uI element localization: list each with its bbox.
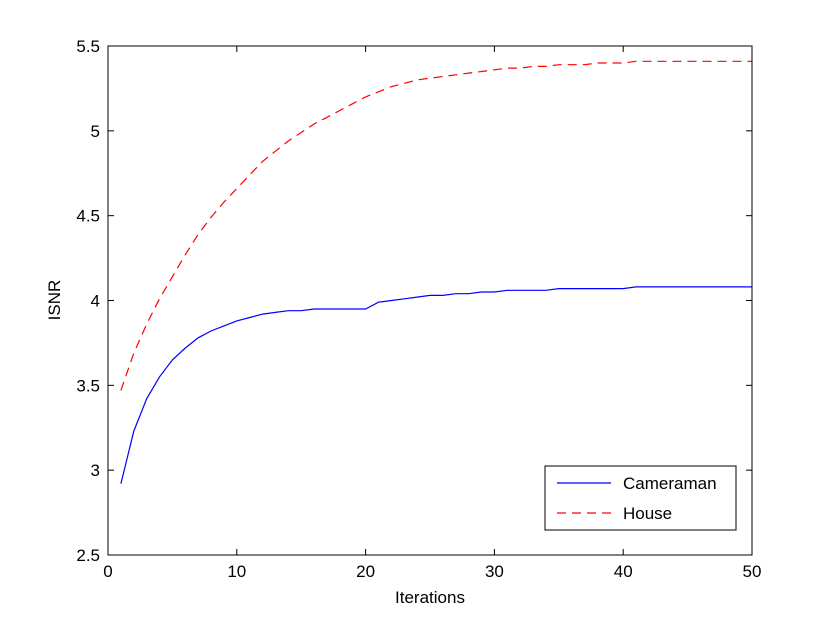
y-axis-label: ISNR [45, 280, 64, 321]
y-tick-label: 5.5 [76, 37, 100, 56]
y-tick-label: 4 [91, 292, 100, 311]
legend-box [544, 465, 737, 531]
x-tick-label: 10 [227, 562, 246, 581]
x-axis-label: Iterations [395, 588, 465, 607]
series-line-house [120, 60, 752, 391]
series-line-cameraman [120, 286, 752, 484]
y-axis-ticks: 2.5 3 3.5 4 4.5 5 5.5 [76, 37, 752, 565]
x-tick-label: 50 [743, 562, 762, 581]
y-tick-label: 3.5 [76, 376, 100, 395]
y-tick-label: 4.5 [76, 207, 100, 226]
x-tick-label: 20 [356, 562, 375, 581]
legend-label-cameraman: Cameraman [623, 474, 717, 493]
x-tick-label: 30 [485, 562, 504, 581]
x-tick-label: 40 [614, 562, 633, 581]
legend-label-house: House [623, 504, 672, 523]
series-layer [120, 60, 752, 484]
y-tick-label: 5 [91, 122, 100, 141]
y-tick-label: 2.5 [76, 546, 100, 565]
x-tick-label: 0 [103, 562, 112, 581]
legend: Cameraman House [544, 465, 737, 531]
y-tick-label: 3 [91, 461, 100, 480]
x-axis-ticks: 0 10 20 30 40 50 [103, 46, 761, 581]
